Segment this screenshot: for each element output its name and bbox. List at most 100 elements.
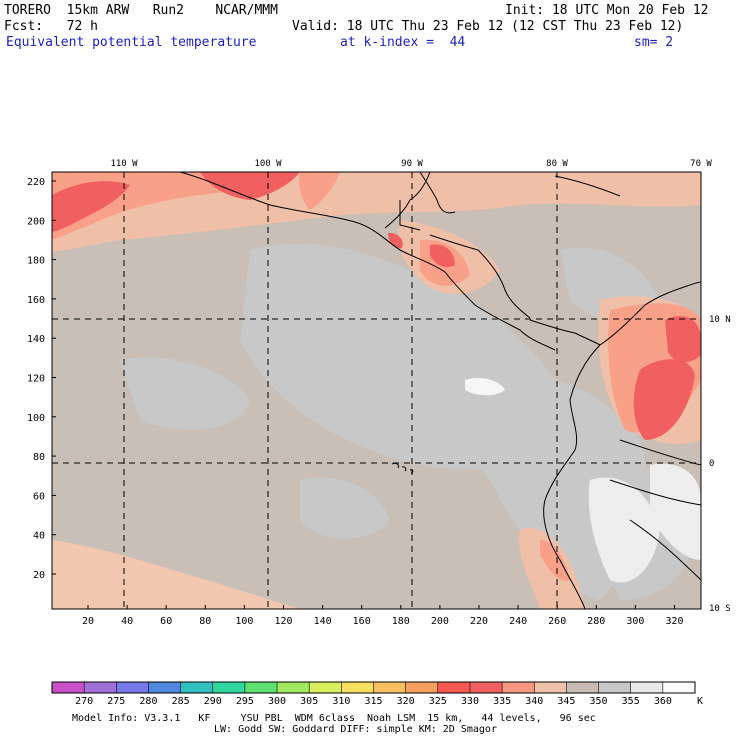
x-tick-label: 100: [235, 616, 253, 627]
salmon-region: [52, 540, 300, 609]
colorbar-swatch: [116, 682, 149, 693]
colorbar-label: 320: [396, 696, 415, 707]
colorbar-swatch: [148, 682, 182, 693]
level-info: at k-index = 44: [340, 35, 466, 50]
colorbar-frame: [51, 681, 696, 694]
y-ticks: 220 200 180 160 140 120 100 80 60 40 20: [27, 177, 56, 581]
grey-region: [120, 357, 250, 431]
caribbean-coast: [599, 281, 701, 346]
x-tick-label: 260: [548, 616, 566, 627]
map-frame: [51, 171, 702, 610]
colorbar-label: 290: [203, 696, 222, 707]
red-region: [665, 316, 701, 363]
y-tick-label: 140: [27, 334, 45, 345]
cuba-island: [554, 175, 621, 197]
y-tick-label: 160: [27, 295, 45, 306]
x-tick-label: 20: [82, 616, 94, 627]
colorbar-swatch: [534, 682, 567, 693]
yucatan-coast: [384, 172, 431, 229]
x-tick-label: 320: [665, 616, 683, 627]
orange-region: [540, 540, 570, 581]
white-region: [588, 477, 660, 583]
colorbar-unit: K: [696, 696, 704, 707]
forecast-hour: Fcst: 72 h: [4, 19, 98, 34]
border-line: [609, 479, 701, 506]
colorbar-swatch: [277, 682, 310, 693]
red-region: [633, 359, 695, 440]
colorbar-swatch: [502, 682, 535, 693]
x-tick-label: 160: [353, 616, 371, 627]
white-region: [650, 463, 701, 560]
x-tick-label: 140: [314, 616, 332, 627]
colorbar-label: 330: [460, 696, 479, 707]
colorbar-label: 360: [653, 696, 672, 707]
y-tick-label: 80: [33, 452, 45, 463]
colorbar-swatch: [662, 682, 696, 693]
colorbar-swatch: [309, 682, 342, 693]
x-tick-label: 280: [587, 616, 605, 627]
colorbar-swatch: [180, 682, 214, 693]
x-tick-label: 240: [509, 616, 527, 627]
colorbar-label: 275: [107, 696, 126, 707]
x-tick-label: 180: [392, 616, 410, 627]
physics-info-line: LW: Godd SW: Goddard DIFF: simple KM: 2D…: [214, 724, 497, 735]
colorbar-label: 305: [300, 696, 319, 707]
map-field: [52, 172, 701, 609]
model-run-title: TORERO 15km ARW Run2 NCAR/MMM: [4, 3, 278, 18]
lat-label: 10 N: [709, 315, 731, 325]
colorbar-swatch: [212, 682, 246, 693]
x-ticks: 20 40 60 80 100 120 140 160 180 200 220 240 260 280 30…: [82, 605, 684, 627]
colorbar-label: 280: [139, 696, 158, 707]
y-tick-label: 180: [27, 256, 45, 267]
y-tick-label: 220: [27, 177, 45, 188]
border-line: [629, 519, 701, 581]
colorbar-swatch: [469, 682, 503, 693]
lat-label: 0: [709, 459, 714, 469]
valid-time: Valid: 18 UTC Thu 23 Feb 12 (12 CST Thu …: [292, 19, 684, 34]
colorbar: [52, 682, 696, 693]
colorbar-swatch: [244, 682, 278, 693]
lon-label: 110 W: [110, 159, 138, 169]
border-line: [399, 200, 421, 231]
colorbar-swatch: [373, 682, 407, 693]
colorbar-swatch: [341, 682, 374, 693]
lon-label: 100 W: [254, 159, 282, 169]
y-tick-label: 200: [27, 216, 45, 227]
mexico-coast: [179, 172, 556, 351]
colorbar-swatch: [84, 682, 117, 693]
y-tick-label: 100: [27, 413, 45, 424]
colorbar-label: 295: [235, 696, 254, 707]
colorbar-label: 315: [364, 696, 383, 707]
colorbar-label: 300: [268, 696, 287, 707]
red-region: [430, 244, 455, 267]
colorbar-label: 350: [589, 696, 608, 707]
white-region: [465, 378, 505, 396]
central-america-coast: [429, 234, 531, 319]
red-region: [388, 232, 403, 249]
red-region: [52, 181, 130, 232]
lon-label: 70 W: [690, 159, 712, 169]
colorbar-label: 285: [171, 696, 190, 707]
init-time: Init: 18 UTC Mon 20 Feb 12: [505, 3, 709, 18]
colorbar-swatch: [405, 682, 439, 693]
x-tick-label: 200: [431, 616, 449, 627]
orange-region: [299, 172, 340, 210]
colorbar-label: 355: [621, 696, 640, 707]
latlon-grid: [52, 172, 701, 609]
red-region: [200, 172, 300, 200]
x-tick-label: 60: [160, 616, 172, 627]
lon-label: 80 W: [546, 159, 568, 169]
colorbar-label: 345: [557, 696, 576, 707]
y-tick-label: 60: [33, 491, 45, 502]
colorbar-label: 335: [493, 696, 512, 707]
colorbar-label: 310: [332, 696, 351, 707]
field-name: Equivalent potential temperature: [6, 35, 257, 50]
lat-label: 10 S: [709, 604, 731, 614]
y-tick-label: 120: [27, 374, 45, 385]
model-info-line: Model Info: V3.3.1 KF YSU PBL WDM 6class…: [72, 713, 596, 724]
colorbar-label: 325: [428, 696, 447, 707]
smoothing-info: sm= 2: [634, 35, 674, 50]
y-tick-label: 40: [33, 531, 45, 542]
yucatan-peninsula: [419, 172, 456, 214]
